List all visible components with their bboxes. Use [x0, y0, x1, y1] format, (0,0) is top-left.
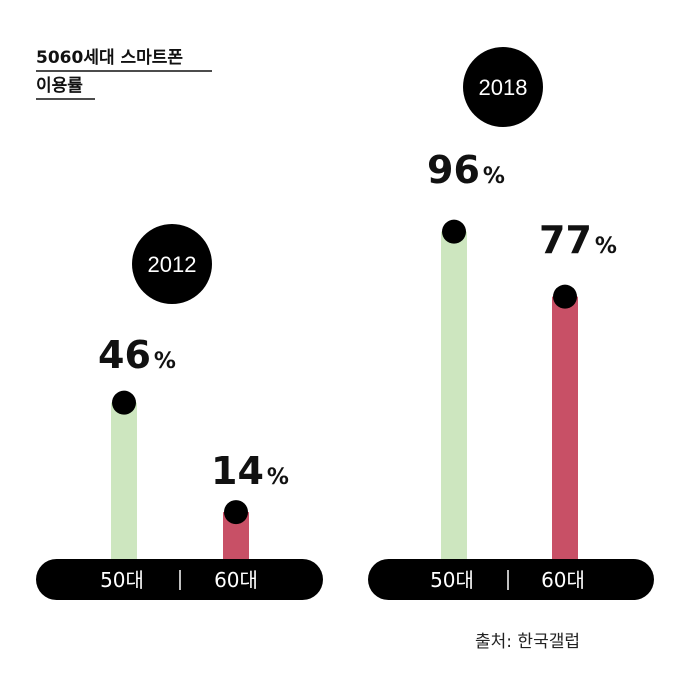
marker-2018-60s [553, 284, 577, 309]
data-label-2012-50s: 46% [98, 333, 176, 377]
year-badge-2012 [132, 224, 212, 304]
year-label-2018: 2018 [479, 75, 528, 100]
year-label-2012: 2012 [148, 252, 197, 277]
chart-title: 5060세대 스마트폰 이용률 [36, 48, 212, 100]
bar-2018-60s [552, 296, 578, 560]
data-label-2018-60s-value: 77 [539, 218, 592, 262]
group-2018: 2018 96% 77% 50대 60대 [368, 47, 654, 600]
title-line-2: 이용률 [36, 76, 83, 96]
bar-2018-50s [441, 231, 467, 560]
data-label-2012-50s-value: 46 [98, 333, 151, 377]
category-label-2012-60s: 60대 [214, 568, 258, 592]
data-label-2018-60s: 77% [539, 218, 617, 262]
category-band-2018 [368, 559, 654, 600]
category-label-2018-50s: 50대 [430, 568, 474, 592]
group-2012: 2012 46% 14% 50대 60대 [36, 224, 323, 600]
bar-2012-50s [111, 402, 137, 560]
category-label-2018-60s: 60대 [541, 568, 585, 592]
source-note: 출처: 한국갤럽 [475, 632, 580, 652]
title-line-1: 5060세대 스마트폰 [36, 48, 183, 68]
data-label-2012-50s-unit: % [154, 349, 176, 374]
data-label-2012-60s-value: 14 [211, 449, 264, 493]
data-label-2018-50s-value: 96 [427, 148, 480, 192]
data-label-2018-60s-unit: % [595, 234, 617, 259]
category-label-2012-50s: 50대 [100, 568, 144, 592]
year-badge-2018 [463, 47, 543, 127]
marker-2012-50s [112, 390, 136, 415]
marker-2018-50s [442, 219, 466, 244]
data-label-2012-60s-unit: % [267, 465, 289, 490]
marker-2012-60s [224, 500, 248, 525]
data-label-2012-60s: 14% [211, 449, 289, 493]
data-label-2018-50s: 96% [427, 148, 505, 192]
data-label-2018-50s-unit: % [483, 164, 505, 189]
